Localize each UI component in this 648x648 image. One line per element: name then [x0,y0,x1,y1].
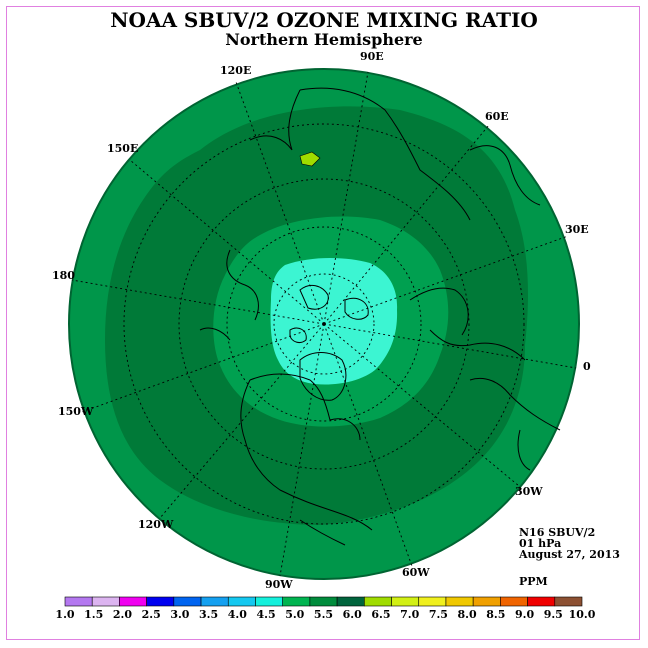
colorbar-tick-label: 1.0 [55,608,74,621]
colorbar-tick-label: 3.0 [170,608,189,621]
colorbar-tick-label: 8.5 [486,608,505,621]
unit-label: PPM [519,575,548,588]
colorbar-swatch [200,596,229,607]
ozone-field-local-max [299,151,321,167]
lon-label-60w: 60W [402,566,430,579]
lon-label-150e: 150E [107,142,138,155]
coastlines [199,87,561,546]
colorbar-tick-label: 6.0 [343,608,362,621]
colorbar-tick-label: 2.0 [113,608,132,621]
colorbar-swatch [119,596,147,607]
pressure-label: 01 hPa [519,537,562,550]
date-label: August 27, 2013 [519,548,620,561]
colorbar-swatch [309,596,338,607]
colorbar-tick-label: 3.5 [199,608,218,621]
meridian-lines [71,71,577,577]
lon-label-60e: 60E [485,110,509,123]
colorbar-swatch [173,596,202,607]
latitude-circles [123,123,525,525]
colorbar-swatch [445,596,474,607]
plot-frame [6,6,640,640]
colorbar-tick-label: 9.0 [515,608,534,621]
info-block: N16 SBUV/2 01 hPa August 27, 2013 [519,527,620,560]
lon-label-120e: 120E [220,64,251,77]
chart-title: NOAA SBUV/2 OZONE MIXING RATIO [110,8,538,32]
lon-label-0: 0 [583,360,591,373]
colorbar-tick-label: 2.5 [142,608,161,621]
colorbar-swatch [255,596,283,607]
colorbar-swatch [472,596,501,607]
colorbar-swatch [527,596,556,607]
colorbar-swatch [336,596,365,607]
colorbar-swatch [554,596,583,607]
colorbar-tick-label: 5.5 [314,608,333,621]
colorbar-tick-label: 7.0 [400,608,419,621]
colorbar-swatch [391,596,420,607]
instrument-label: N16 SBUV/2 [519,526,596,539]
lon-label-90e: 90E [360,50,384,63]
colorbar-swatch [418,596,447,607]
lon-label-120w: 120W [138,518,174,531]
colorbar-swatch [282,596,311,607]
colorbar-tick-label: 8.0 [458,608,477,621]
colorbar-tick-label: 5.0 [285,608,304,621]
colorbar-tick-label: 9.5 [544,608,563,621]
colorbar-tick-label: 10.0 [569,608,596,621]
colorbar-swatch [146,596,175,607]
colorbar-tick-label: 7.5 [429,608,448,621]
lon-label-30e: 30E [565,223,589,236]
colorbar-swatch [500,596,528,607]
lon-label-150w: 150W [58,405,94,418]
colorbar-tick-label: 6.5 [371,608,390,621]
colorbar-swatch [64,596,93,607]
lon-label-30w: 30W [515,485,543,498]
chart-subtitle: Northern Hemisphere [225,30,423,49]
colorbar-swatch [364,596,392,607]
colorbar-tick-label: 4.5 [256,608,275,621]
colorbar-swatch [227,596,256,607]
colorbar-swatch [91,596,120,607]
lon-label-180: 180 [52,269,75,282]
lon-label-90w: 90W [265,578,293,591]
colorbar-tick-label: 4.0 [228,608,247,621]
colorbar-tick-label: 1.5 [84,608,103,621]
ozone-field-polar-cap [270,257,398,385]
